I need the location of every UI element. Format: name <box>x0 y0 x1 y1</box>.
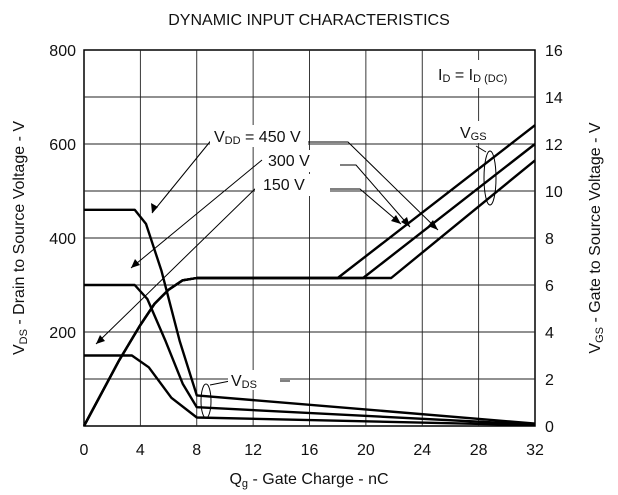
vds-label-bg <box>228 370 280 390</box>
leader-450-arrow <box>151 137 214 214</box>
x-tick-label: 24 <box>413 442 431 459</box>
leader-450-right <box>308 141 439 231</box>
y-axis-left-label: VDS - Drain to Source Voltage - V <box>11 121 30 355</box>
arrowheads <box>96 203 438 344</box>
vds-bracket <box>200 383 212 419</box>
vdd300-bg <box>263 150 339 172</box>
x-tick-label: 28 <box>470 442 488 459</box>
series-line-vds-1 <box>84 283 536 426</box>
y-left-tick-label: 200 <box>49 325 76 342</box>
x-tick-label: 12 <box>244 442 262 459</box>
y-right-tick-label: 6 <box>545 278 554 295</box>
y-left-tick-label: 800 <box>49 43 76 60</box>
series-line-vgs-5 <box>82 159 536 427</box>
y-right-tick-label: 8 <box>545 231 554 248</box>
series <box>82 124 536 427</box>
y-axis-right-label: VGS - Gate to Source Voltage - V <box>587 122 606 353</box>
chart-title: DYNAMIC INPUT CHARACTERISTICS <box>168 12 450 29</box>
x-tick-label: 16 <box>301 442 319 459</box>
series-line-vds-2 <box>84 354 536 427</box>
x-tick-label: 8 <box>192 442 201 459</box>
x-axis-label: Qg - Gate Charge - nC <box>229 471 388 490</box>
arrowhead-450 <box>151 203 158 213</box>
series-line-vds-0 <box>84 208 536 425</box>
vdd-450-label: VDD = 450 V <box>214 129 301 147</box>
leader-150-arrow <box>95 185 259 345</box>
leader-300-right <box>340 164 411 228</box>
grid <box>84 50 535 426</box>
condition-label: ID = ID (DC) <box>438 67 507 85</box>
vgs-bracket <box>483 150 497 206</box>
x-tick-label: 4 <box>136 442 145 459</box>
vdd150-bg <box>255 174 330 196</box>
y-right-tick-label: 12 <box>545 137 563 154</box>
vds-label: VDS <box>231 373 257 391</box>
y-right-tick-label: 0 <box>545 419 554 436</box>
vgs-label: VGS <box>460 125 487 143</box>
y-right-tick-label: 2 <box>545 372 554 389</box>
vds-leader <box>209 380 231 386</box>
vdd-300-label: 300 V <box>268 153 310 170</box>
y-left-tick-label: 400 <box>49 231 76 248</box>
vdd-150-label: 150 V <box>263 177 305 194</box>
y-right-tick-label: 16 <box>545 43 563 60</box>
arrowhead-150-right <box>391 215 401 224</box>
x-tick-label: 20 <box>357 442 375 459</box>
vdd450-bg <box>210 125 308 147</box>
vgs-label-bg <box>456 121 508 143</box>
leader-150-right <box>330 188 402 225</box>
arrowhead-300-right <box>401 217 410 227</box>
arrowhead-300 <box>131 259 140 268</box>
x-tick-label: 0 <box>80 442 89 459</box>
y-right-tick-label: 14 <box>545 90 563 107</box>
arrowhead-450-right <box>428 220 438 230</box>
condition-box-bg <box>434 60 532 88</box>
vgs-leader <box>475 145 487 153</box>
leader-300-arrow <box>130 159 263 269</box>
y-left-tick-label: 600 <box>49 137 76 154</box>
arrowhead-150 <box>96 335 105 344</box>
y-right-tick-label: 4 <box>545 325 554 342</box>
y-right-tick-label: 10 <box>545 184 563 201</box>
x-tick-label: 32 <box>526 442 544 459</box>
